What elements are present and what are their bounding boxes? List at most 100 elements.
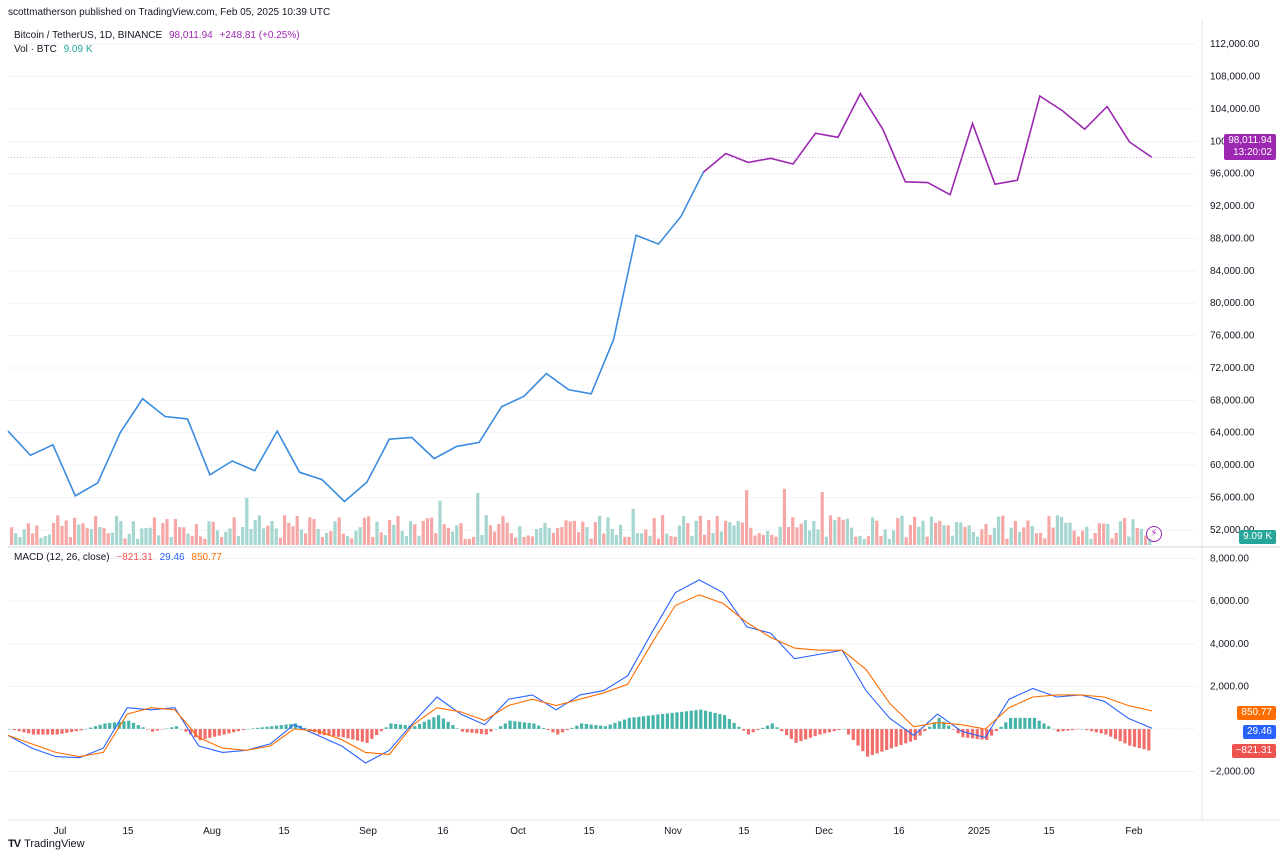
macd-histogram-bar	[165, 728, 169, 729]
time-axis-tick: Feb	[1125, 826, 1143, 837]
volume-bar	[362, 517, 366, 545]
macd-histogram-bar	[451, 725, 455, 729]
volume-bar	[1123, 517, 1127, 545]
volume-bar	[18, 537, 22, 545]
macd-histogram-bar	[227, 728, 231, 734]
volume-bar	[295, 515, 299, 545]
volume-bar	[10, 527, 14, 545]
price-axis-tick: 64,000.00	[1210, 428, 1255, 439]
price-axis-tick: 72,000.00	[1210, 363, 1255, 374]
macd-histogram-bar	[1047, 726, 1051, 729]
volume-bar	[774, 536, 778, 545]
macd-histogram-bar	[141, 727, 145, 729]
macd-histogram-bar	[1142, 728, 1146, 750]
volume-bar	[887, 538, 891, 545]
volume-bar	[648, 535, 652, 545]
macd-histogram-bar	[31, 728, 36, 735]
volume-bar	[1026, 520, 1030, 545]
macd-legend[interactable]: MACD (12, 26, close) −821.31 29.46 850.7…	[14, 552, 222, 563]
macd-histogram-bar	[232, 728, 236, 733]
macd-histogram-bar	[236, 728, 240, 732]
volume-bar	[514, 537, 518, 545]
macd-histogram-bar	[1066, 728, 1070, 731]
volume-bar	[102, 528, 106, 545]
volume-bar	[106, 533, 110, 545]
volume-bar	[123, 538, 127, 545]
time-axis-tick: 2025	[968, 826, 991, 837]
volume-bar	[438, 500, 442, 545]
current-price-label: 98,011.94 13:20:02	[1224, 134, 1276, 160]
volume-bar	[715, 516, 719, 545]
volume-bar	[1093, 533, 1097, 545]
hist-axis-label: −821.31	[1231, 744, 1276, 758]
macd-histogram-bar	[1018, 717, 1022, 729]
macd-histogram-bar	[184, 728, 188, 732]
macd-histogram-bar	[541, 727, 546, 729]
macd-histogram-bar	[627, 717, 631, 729]
macd-histogram-bar	[174, 726, 179, 729]
macd-histogram-bar	[637, 716, 641, 729]
macd-histogram-bar	[584, 723, 588, 729]
macd-histogram-bar	[975, 728, 979, 739]
volume-bar	[110, 532, 114, 545]
volume-bar	[94, 516, 98, 545]
volume-bar	[992, 527, 996, 545]
macd-signal-value: 850.77	[191, 552, 222, 563]
volume-bar	[232, 517, 236, 545]
macd-histogram-bar	[131, 722, 136, 729]
footer-brand[interactable]: TV TradingView	[8, 838, 85, 850]
volume-bar	[1043, 538, 1047, 545]
volume-legend[interactable]: Vol · BTC 9.09 K	[14, 44, 93, 55]
volume-bar	[299, 529, 303, 545]
macd-histogram-bar	[994, 728, 998, 732]
macd-histogram-bar	[727, 719, 731, 729]
volume-bar	[522, 536, 526, 545]
macd-histogram-bar	[60, 728, 64, 734]
volume-bar	[782, 488, 786, 545]
macd-histogram-bar	[737, 726, 741, 729]
macd-histogram-bar	[465, 728, 469, 733]
volume-bar	[572, 520, 576, 545]
symbol-info[interactable]: Bitcoin / TetherUS, 1D, BINANCE 98,011.9…	[14, 30, 300, 41]
macd-histogram-bar	[608, 724, 612, 729]
macd-histogram-bar	[355, 728, 360, 741]
volume-bar	[896, 518, 900, 545]
volume-bar	[73, 517, 77, 545]
macd-histogram-bar	[479, 728, 484, 734]
volume-bar	[795, 527, 799, 545]
macd-histogram-bar	[594, 725, 598, 729]
macd-histogram-bar	[69, 728, 74, 733]
macd-histogram-bar	[417, 723, 422, 729]
macd-histogram-bar	[370, 728, 374, 739]
macd-histogram-bar	[718, 714, 722, 729]
volume-bar	[526, 535, 530, 545]
volume-bar	[484, 515, 488, 545]
volume-bar	[207, 521, 211, 545]
macd-histogram-bar	[170, 727, 174, 729]
volume-bar	[140, 528, 144, 545]
macd-histogram-bar	[222, 728, 226, 735]
volume-bar	[1135, 527, 1139, 545]
macd-histogram-bar	[1009, 717, 1013, 729]
macd-histogram-bar	[494, 728, 498, 730]
macd-histogram-bar	[1075, 728, 1079, 730]
volume-bar	[778, 526, 782, 545]
volume-bar	[1030, 525, 1034, 545]
volume-bar	[152, 517, 156, 545]
macd-histogram-bar	[866, 728, 870, 757]
volume-bar	[682, 516, 686, 545]
macd-histogram-bar	[756, 728, 760, 731]
volume-bar	[476, 492, 480, 545]
volume-bar	[971, 531, 975, 545]
volume-bar	[379, 532, 383, 545]
volume-bar	[400, 530, 404, 545]
volume-bar	[934, 522, 938, 545]
macd-histogram-bar	[36, 728, 40, 735]
macd-histogram-bar	[1028, 717, 1032, 729]
lightning-icon[interactable]: ⚡	[1146, 526, 1162, 542]
volume-bar	[1127, 536, 1131, 545]
macd-histogram-bar	[937, 717, 941, 729]
macd-histogram-bar	[255, 727, 260, 729]
macd-histogram-bar	[55, 728, 59, 735]
